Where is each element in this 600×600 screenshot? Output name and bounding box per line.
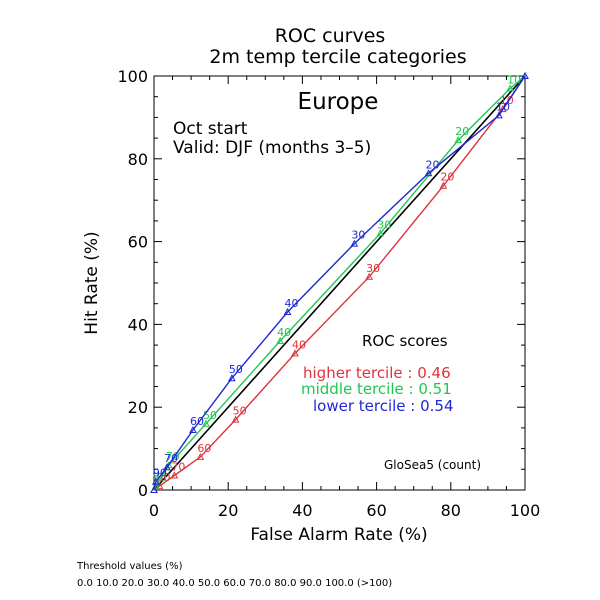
threshold-label-lower-tercile: 50	[229, 363, 243, 376]
point-lower-tercile	[152, 477, 160, 485]
x-tick-label: 40	[292, 501, 312, 520]
x-axis-label: False Alarm Rate (%)	[250, 525, 427, 545]
threshold-label-lower-tercile: 40	[285, 297, 299, 310]
threshold-label-higher-tercile: 60	[197, 442, 211, 455]
y-tick-label: 60	[128, 233, 148, 252]
line-higher-tercile	[153, 75, 526, 491]
threshold-label-higher-tercile: 40	[292, 338, 306, 351]
score-higher-tercile: higher tercile : 0.46	[303, 364, 451, 382]
point-middle-tercile	[276, 336, 284, 344]
valid-label: Valid: DJF (months 3–5)	[173, 138, 371, 158]
threshold-heading: Threshold values (%)	[77, 561, 183, 572]
score-lower-tercile: lower tercile : 0.54	[313, 397, 454, 415]
threshold-label-lower-tercile: 70	[164, 452, 178, 465]
threshold-label-lower-tercile: 20	[426, 158, 440, 171]
scores-heading: ROC scores	[362, 332, 448, 350]
point-higher-tercile	[365, 272, 374, 280]
threshold-label-lower-tercile: 30	[351, 229, 365, 242]
score-middle-tercile: middle tercile : 0.51	[301, 380, 452, 398]
threshold-label-middle-tercile: 40	[277, 326, 291, 339]
point-lower-tercile	[521, 71, 529, 79]
threshold-label-higher-tercile: 20	[440, 171, 454, 184]
point-higher-tercile	[231, 415, 240, 423]
point-lower-tercile	[424, 169, 433, 177]
x-tick-label: 20	[218, 501, 238, 520]
x-tick-label: 80	[441, 501, 461, 520]
point-higher-tercile	[196, 452, 205, 460]
y-tick-label: 40	[128, 315, 148, 334]
threshold-label-higher-tercile: 80	[157, 471, 171, 484]
threshold-label-higher-tercile: 70	[171, 461, 185, 474]
x-tick-label: 60	[366, 501, 386, 520]
point-higher-tercile	[170, 471, 179, 479]
threshold-label-middle-tercile: 20	[455, 125, 469, 138]
line-lower-tercile	[153, 75, 526, 491]
threshold-label-middle-tercile: 50	[203, 409, 217, 422]
point-lower-tercile	[189, 425, 197, 433]
axes: 0 20 40 60 80 100 0 20 40 60 80 100	[117, 67, 540, 520]
point-higher-tercile	[498, 105, 507, 113]
line-middle-tercile	[153, 75, 526, 491]
threshold-values: 0.0 10.0 20.0 30.0 40.0 50.0 60.0 70.0 8…	[77, 578, 393, 589]
point-higher-tercile	[439, 181, 448, 189]
point-higher-tercile	[155, 481, 164, 489]
threshold-label-higher-tercile: 50	[233, 405, 247, 418]
point-higher-tercile	[291, 349, 299, 357]
point-lower-tercile	[150, 485, 158, 493]
point-lower-tercile	[495, 111, 503, 119]
chart-title: ROC curves	[275, 25, 386, 47]
y-axis-label: Hit Rate (%)	[82, 231, 102, 334]
model-label: GloSea5 (count)	[384, 458, 481, 472]
series-group: 8070605040302010907050403020109070605040…	[150, 71, 529, 493]
y-tick-label: 0	[138, 481, 148, 500]
threshold-label-middle-tercile: 30	[377, 218, 391, 231]
y-tick-label: 100	[117, 67, 148, 86]
x-tick-label: 0	[149, 501, 159, 520]
threshold-label-higher-tercile: 30	[366, 262, 380, 275]
start-label: Oct start	[173, 119, 248, 139]
y-tick-label: 80	[128, 150, 148, 169]
point-lower-tercile	[350, 239, 359, 247]
threshold-label-middle-tercile: 10	[507, 73, 521, 86]
point-middle-tercile	[454, 136, 463, 144]
region-label: Europe	[298, 89, 379, 115]
point-middle-tercile	[376, 229, 385, 237]
x-tick-label: 100	[510, 501, 541, 520]
threshold-label-lower-tercile: 60	[190, 415, 204, 428]
point-lower-tercile	[163, 463, 171, 471]
point-middle-tercile	[202, 419, 210, 427]
threshold-label-lower-tercile: 10	[496, 100, 510, 113]
point-middle-tercile	[506, 84, 515, 92]
point-lower-tercile	[283, 307, 292, 315]
point-lower-tercile	[228, 374, 236, 382]
chart-subtitle: 2m temp tercile categories	[209, 46, 466, 68]
y-tick-label: 20	[128, 398, 148, 417]
